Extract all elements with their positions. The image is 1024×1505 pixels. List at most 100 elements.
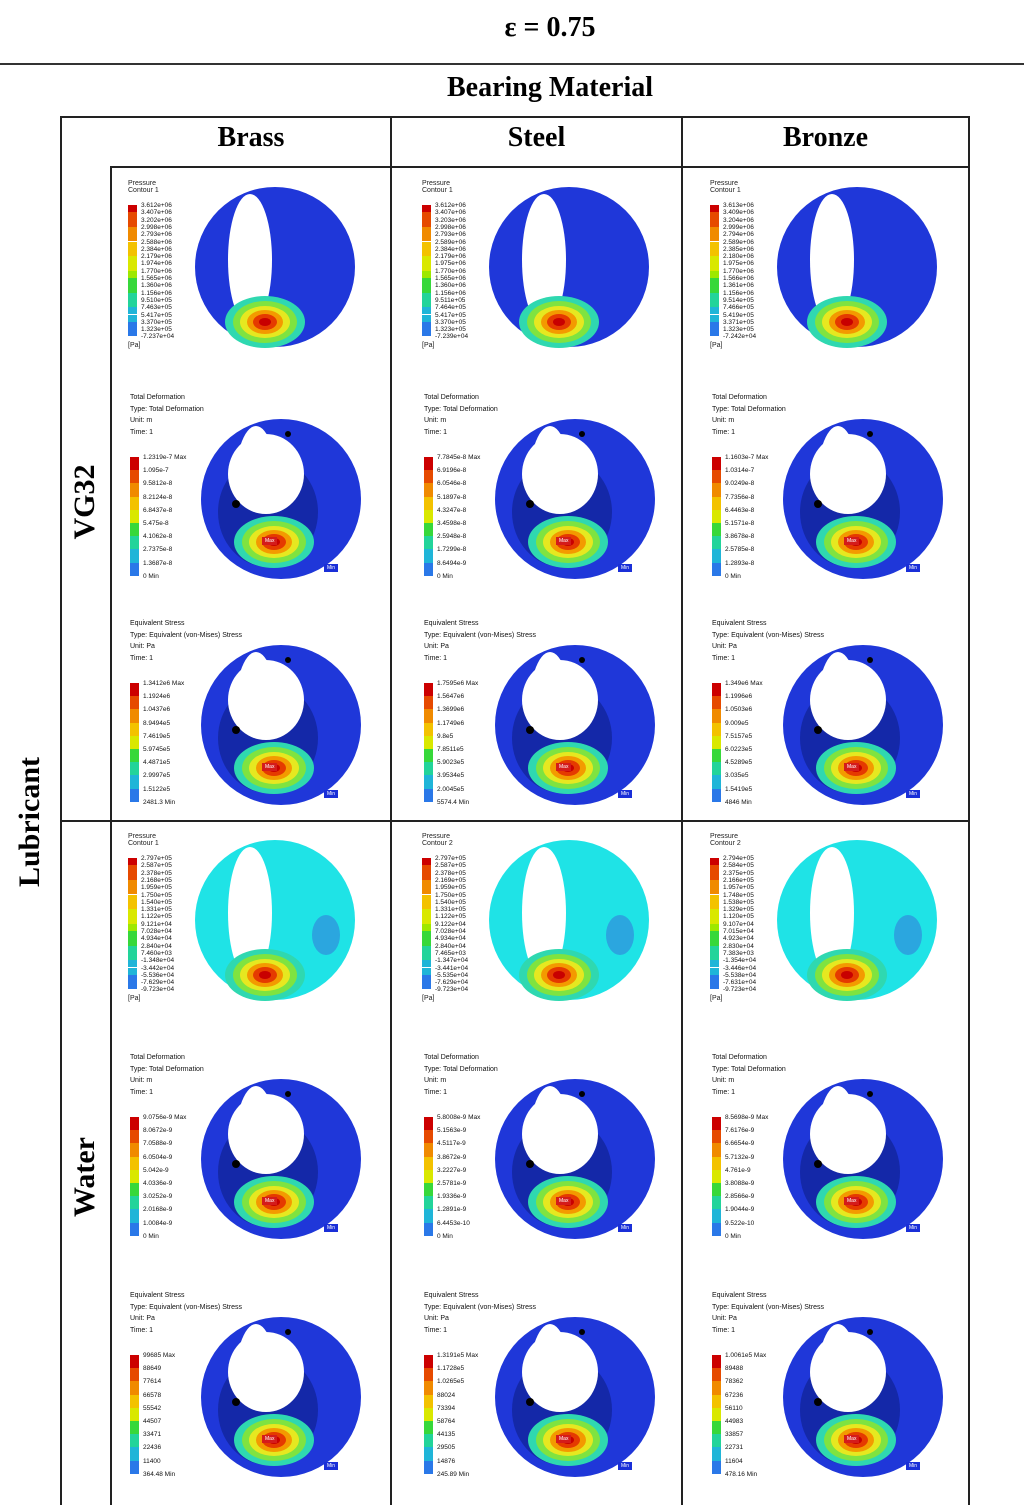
legend-value: 1.361e+06 [723,282,754,290]
pressure-legend: 2.794e+05 2.584e+05 2.375e+05 2.166e+05 1.95… [710,855,800,1004]
legend-value: 0 Min [437,572,453,580]
legend-value: 5.7132e-9 [725,1153,755,1161]
legend-value: 9.511e+05 [435,296,466,304]
legend-value: -7.242e+04 [723,333,757,341]
legend-value: 3.202e+06 [141,216,172,224]
stress-title-line: Type: Equivalent (von-Mises) Stress [424,631,537,639]
legend-value: 22731 [725,1444,744,1452]
legend-value: 3.407e+06 [141,209,172,217]
legend-value: 1.120e+05 [723,913,754,921]
legend-value: 2481.3 Min [143,798,176,806]
legend-value: 1.9336e-9 [437,1193,467,1201]
deformation-title-line: Type: Total Deformation [712,1065,786,1073]
deformation-contour-image [201,419,361,579]
legend-swatch [422,945,431,953]
legend-value: 2.587e+05 [141,862,172,870]
deformation-title-line: Unit: m [424,417,447,424]
legend-unit: [Pa] [422,341,435,349]
legend-swatch [424,762,433,776]
legend-swatch [422,982,431,990]
legend-value: 58764 [437,1418,456,1425]
legend-value: 3.2227e-9 [437,1166,467,1174]
legend-unit: [Pa] [422,994,435,1002]
vg32-brass-deformation-panel: Total Deformation Type: Total Deformation… [118,392,373,592]
deformation-title-line: Time: 1 [424,428,448,436]
legend-swatch [424,1407,433,1421]
legend-value: 1.1749e6 [437,719,465,727]
stress-title: Equivalent Stress Type: Equivalent (von-M… [130,618,242,664]
deformation-legend: 8.5698e-9 Max 7.6176e-9 6.6654e-9 5.7132e-9… [712,1114,802,1256]
legend-swatch [130,1407,139,1421]
legend-swatch [128,938,137,946]
legend-swatch [710,219,719,227]
legend-unit: [Pa] [128,994,141,1002]
legend-swatch [128,248,137,257]
legend-value: 5.042e-9 [143,1166,169,1174]
legend-value: 2.793e+06 [435,231,466,239]
legend-value: 2.5785e-8 [725,546,755,554]
pressure-title-line: Pressure [422,180,451,187]
legend-value: 2.589e+06 [723,238,754,246]
deformation-title-line: Unit: m [130,1077,153,1084]
stress-title-line: Unit: Pa [712,643,737,650]
legend-value: -7.631e+04 [723,979,757,987]
legend-value: 1.5122e5 [143,785,171,793]
legend-value: 1.3687e-8 [143,559,173,567]
legend-value: 1.095e-7 [143,467,169,475]
max-marker: Max [844,763,860,771]
pressure-contour-image [195,840,355,1001]
legend-swatch [128,321,137,330]
legend-value: 7.383e+03 [723,949,754,957]
legend-swatch [710,248,719,257]
legend-value: 2.5948e-8 [437,533,467,541]
legend-value: 2.589e+06 [435,238,466,246]
legend-swatch [128,916,137,924]
legend-value: -7.629e+04 [435,979,469,987]
legend-swatch [424,1222,433,1236]
legend-swatch [424,1130,433,1144]
legend-value: 9.121e+04 [141,920,172,928]
legend-swatch [422,865,431,873]
legend-value: 1.2319e-7 Max [143,454,187,461]
legend-swatch [710,263,719,271]
legend-swatch [128,931,137,939]
legend-value: 1.750e+05 [141,891,172,899]
legend-value: 3.8088e-9 [725,1180,755,1187]
pressure-contour-image [195,187,355,348]
legend-value: 2.180e+06 [723,253,754,261]
legend-swatch [130,1156,139,1170]
deformation-contour-image [495,1079,655,1239]
legend-value: 1.122e+05 [141,913,172,921]
legend-value: 1.540e+05 [435,898,466,906]
legend-value: 1.566e+06 [723,275,754,282]
vg32-brass-pressure-panel: Pressure Contour 1 3.612e+06 3.407e+06 3.202… [118,180,373,380]
legend-value: 4.923e+04 [723,935,754,943]
legend-swatch [422,901,431,910]
deformation-title-line: Unit: m [712,1077,735,1084]
legend-swatch [422,329,431,337]
legend-value: 8.9494e5 [143,719,171,727]
legend-value: 8.2124e-8 [143,493,173,501]
legend-swatch [130,1460,139,1474]
vg32-brass-stress-panel: Equivalent Stress Type: Equivalent (von-M… [118,618,373,818]
legend-unit: [Pa] [128,341,141,349]
row-label-water: Water [68,1137,101,1217]
legend-swatch [128,234,137,242]
legend-value: 88024 [437,1391,456,1399]
deformation-title-line: Time: 1 [712,428,736,436]
stress-contour-image [495,645,655,805]
legend-value: 1.565e+06 [141,275,172,282]
min-marker: Min [906,564,921,572]
legend-swatch [424,1355,433,1369]
water-brass-pressure-panel: Pressure Contour 1 2.797e+05 2.587e+05 2.378… [118,833,373,1033]
legend-swatch [128,241,137,249]
stress-title-line: Time: 1 [130,654,154,662]
legend-value: -1.348e+04 [141,957,175,965]
legend-swatch [424,1368,433,1382]
legend-value: 9.522e-10 [725,1219,755,1227]
legend-value: 1.959e+05 [435,884,466,892]
vg32-steel-pressure-panel: Pressure Contour 1 3.612e+06 3.407e+06 3.203… [412,180,667,380]
legend-swatch [422,314,431,322]
legend-value: 1.0437e6 [143,706,171,714]
legend-swatch [128,865,137,873]
